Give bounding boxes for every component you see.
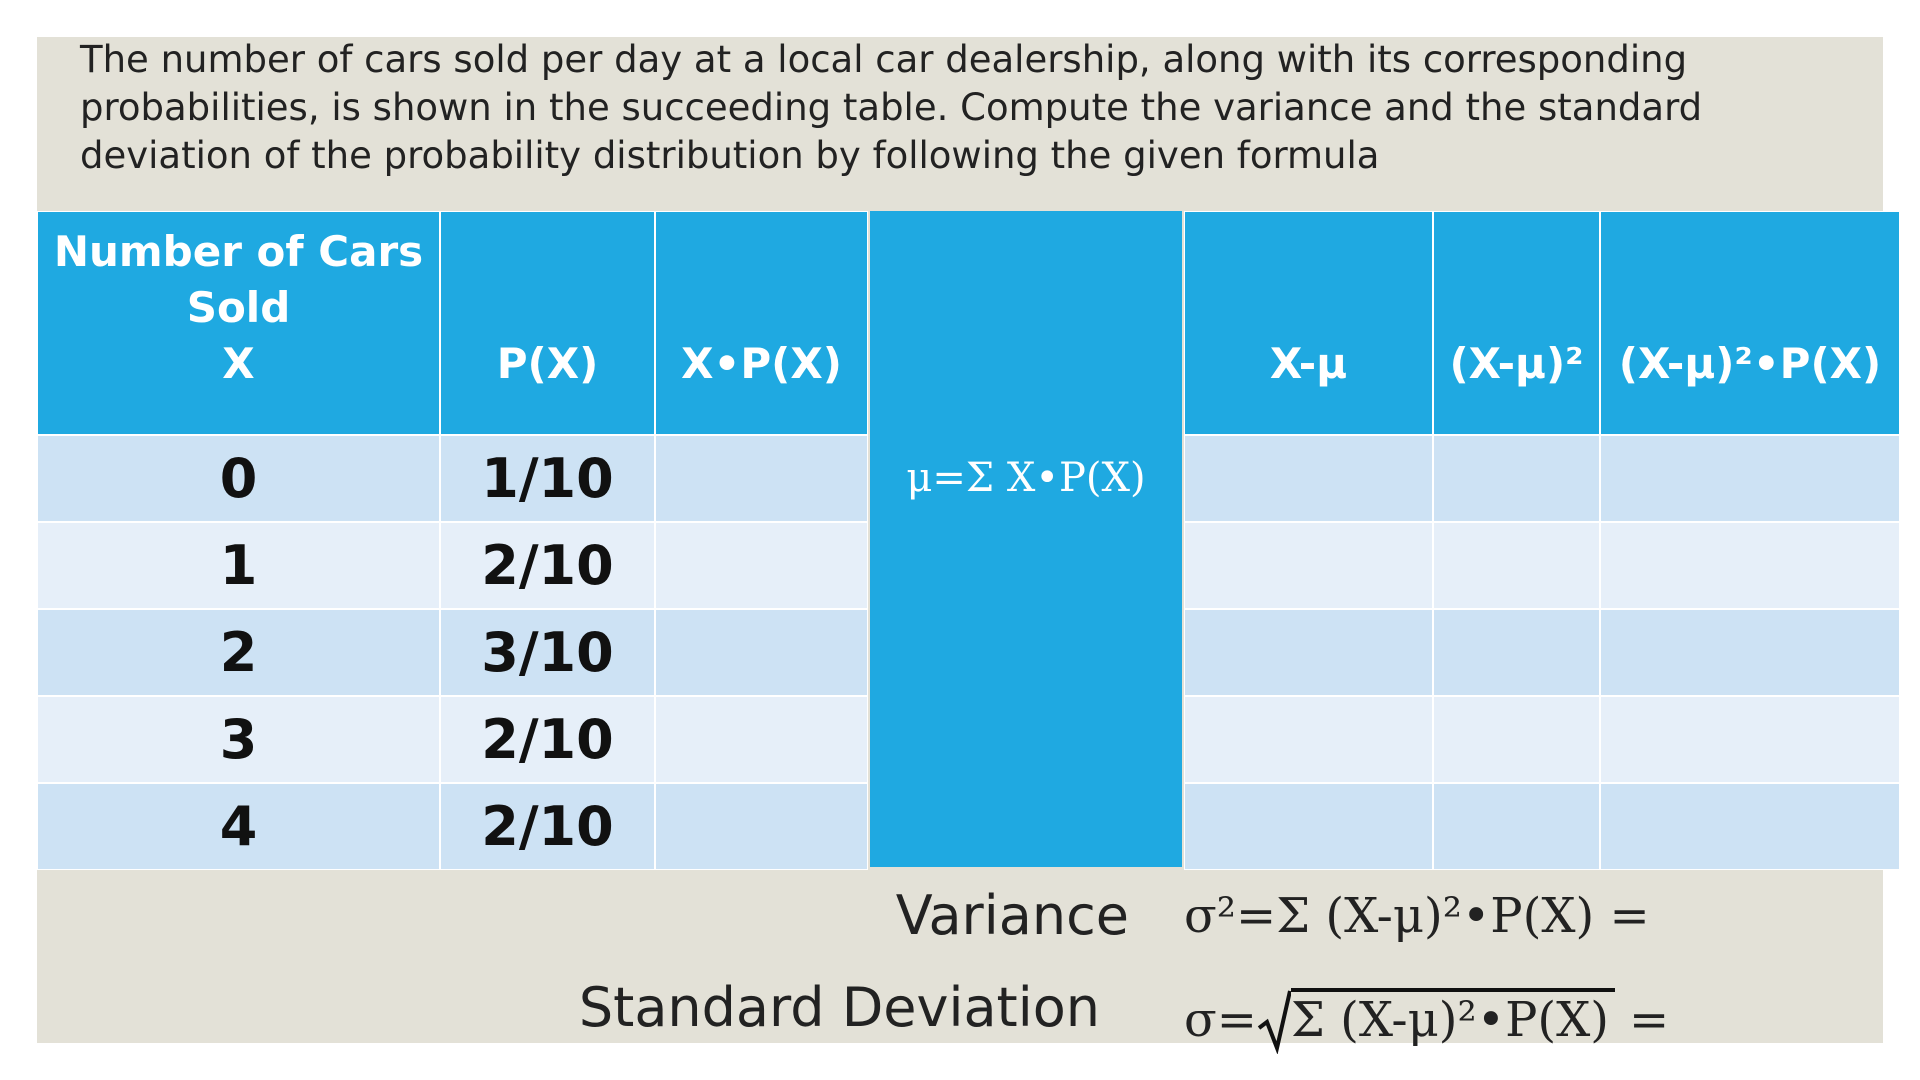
header-line: X	[222, 339, 255, 388]
std-dev-suffix: =	[1628, 992, 1670, 1048]
header-line: Sold	[186, 283, 291, 332]
variance-label: Variance	[895, 884, 1129, 947]
table-cell	[1184, 783, 1433, 870]
problem-line: The number of cars sold per day at a loc…	[80, 38, 1688, 81]
mean-column	[870, 211, 1182, 867]
std-dev-formula: σ= Σ (X-μ)²•P(X) =	[1184, 988, 1670, 1054]
table-cell: 1	[37, 522, 440, 609]
header-cell: (X-μ)²	[1433, 211, 1600, 435]
table-cell: 2/10	[440, 696, 655, 783]
table-cell: 2/10	[440, 783, 655, 870]
header-cell: X-μ	[1184, 211, 1433, 435]
table-cell	[655, 783, 868, 870]
table-cell	[1600, 435, 1900, 522]
table-cell	[1600, 696, 1900, 783]
table-cell	[1433, 522, 1600, 609]
table-cell	[655, 609, 868, 696]
problem-line: probabilities, is shown in the succeedin…	[80, 86, 1703, 129]
mean-formula: μ=Σ X•P(X)	[906, 455, 1146, 501]
table-cell	[1184, 696, 1433, 783]
table-cell: 2/10	[440, 522, 655, 609]
table-cell	[1600, 783, 1900, 870]
table-cell	[1184, 522, 1433, 609]
table-cell	[1433, 609, 1600, 696]
table-cell: 3	[37, 696, 440, 783]
table-cell	[655, 435, 868, 522]
table-cell	[1184, 435, 1433, 522]
table-cell	[1433, 435, 1600, 522]
header-cell: (X-μ)²•P(X)	[1600, 211, 1900, 435]
table-cell: 2	[37, 609, 440, 696]
table-cell	[1184, 609, 1433, 696]
header-cell: Number of Cars Sold X	[37, 211, 440, 435]
table-cell	[655, 696, 868, 783]
std-dev-label: Standard Deviation	[578, 976, 1100, 1039]
table-cell	[1600, 609, 1900, 696]
header-line: Number of Cars	[53, 227, 424, 276]
header-cell: X•P(X)	[655, 211, 868, 435]
sqrt-sign	[1257, 990, 1291, 1054]
header-cell: P(X)	[440, 211, 655, 435]
table-cell: 1/10	[440, 435, 655, 522]
table-cell: 4	[37, 783, 440, 870]
table-cell: 0	[37, 435, 440, 522]
table-cell	[655, 522, 868, 609]
std-dev-radicand: Σ (X-μ)²•P(X)	[1290, 988, 1615, 1048]
problem-line: deviation of the probability distributio…	[80, 134, 1380, 177]
table-cell	[1600, 522, 1900, 609]
table-cell	[1433, 696, 1600, 783]
table-cell: 3/10	[440, 609, 655, 696]
std-dev-prefix: σ=	[1184, 992, 1257, 1048]
variance-formula: σ²=Σ (X-μ)²•P(X) =	[1184, 888, 1650, 944]
table-cell	[1433, 783, 1600, 870]
